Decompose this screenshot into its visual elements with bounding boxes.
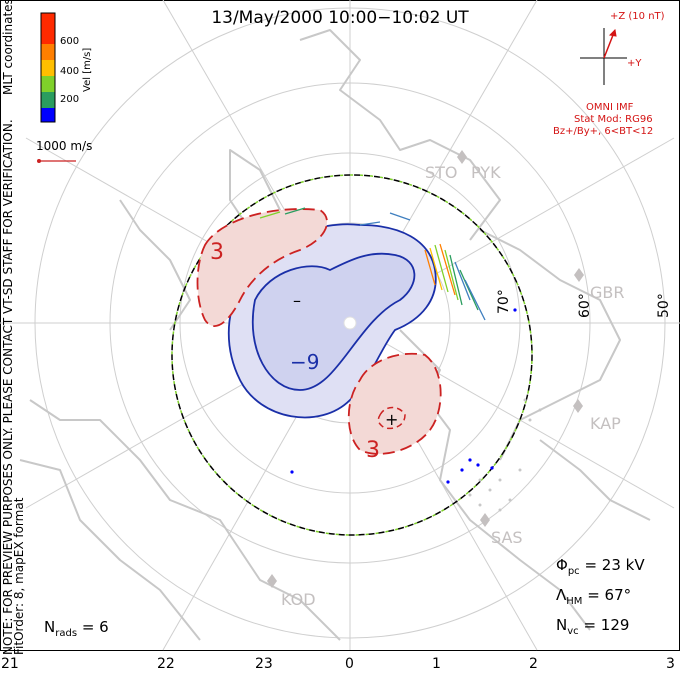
imf-conditions: Bz+/By+, 6<BT<12 [553,126,654,137]
mlt-tick-0: 0 [345,656,354,672]
reference-vector-arrow [37,159,76,163]
latitude-label-50: 50° [656,293,672,318]
stat-phi-pc: Φpc = 23 kV [556,556,645,577]
mlt-tick-2: 2 [529,656,538,672]
latitude-label-70: 70° [496,289,512,314]
positive-cell-dawn [196,208,328,327]
contour-label-dawn: 3 [210,240,224,265]
pole-marker [343,316,357,330]
imf-y-label: +Y [627,58,642,69]
station-kod: KOD [281,590,316,609]
imf-model: Stat Mod: RG96 [574,114,653,125]
colorbar-tick-200: 200 [60,94,80,105]
contour-label-dusk: 3 [366,438,380,463]
stat-lambda-hm: ΛHM = 67° [556,586,632,607]
station-markers [267,150,584,588]
map-title: 13/May/2000 10:00−10:02 UT [211,8,469,28]
positive-cell-dusk [347,352,442,455]
station-marker-kod [267,574,277,588]
stat-nvc: Nvc = 129 [556,616,630,637]
station-marker-kap [573,399,583,413]
positive-cell-dusk-inner [377,406,406,430]
station-gbr: GBR [590,283,625,302]
coordinate-system-label: MLT coordinates [1,0,15,95]
grid-points [468,398,542,512]
velocity-vectors [259,207,486,321]
imf-z-label: +Z (10 nT) [610,11,665,22]
colorbar [40,12,56,123]
station-sas: SAS [491,528,523,547]
station-marker-sas [480,513,490,527]
negative-cell-inner [251,252,416,391]
mlt-tick-1: 1 [432,656,441,672]
latitude-label-60: 60° [577,293,593,318]
colorbar-title: Vel [m/s] [82,47,93,92]
colorbar-tick-600: 600 [60,36,80,47]
station-marker-pyk [457,150,467,164]
contour-label-negative: −9 [290,350,320,374]
hm-boundary-green [171,174,533,536]
station-kap: KAP [590,414,621,433]
potential-maximum-marker: + [385,410,399,429]
stat-nrads: Nrads = 6 [44,618,109,639]
hm-boundary [171,174,533,536]
station-sto: STO [425,163,458,182]
fit-order-note: FitOrder: 8, mapEX format [12,497,26,655]
mlt-tick-23: 23 [255,656,273,672]
station-pyk: PYK [471,163,501,182]
mlt-tick-3: 3 [666,656,675,672]
reference-vector-label: 1000 m/s [36,139,93,153]
colorbar-tick-400: 400 [60,66,80,77]
data-points [290,308,517,484]
station-marker-gbr [574,268,584,282]
mlt-tick-21: 21 [1,656,19,672]
potential-minimum-marker: – [293,291,301,310]
imf-dial [580,28,627,85]
mlt-tick-22: 22 [157,656,175,672]
imf-source: OMNI IMF [586,102,634,113]
